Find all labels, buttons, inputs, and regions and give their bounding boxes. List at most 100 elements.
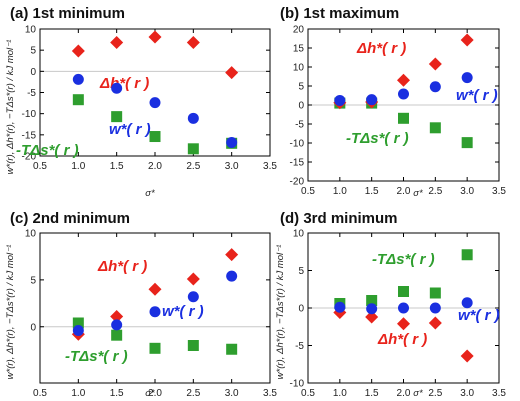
series-label-w: w*( r ) bbox=[162, 303, 204, 320]
y-tick-label: 0 bbox=[298, 101, 304, 112]
y-tick-label: -5 bbox=[295, 341, 304, 352]
series-label-tds: -TΔs*( r ) bbox=[65, 348, 128, 365]
data-point-dh bbox=[397, 317, 410, 331]
panel-a: 0.5 1.0 1.5 2.0 2.5 3.0 3.5 10 5 0 -5 -10 -15 -20 (a)… bbox=[5, 5, 277, 199]
data-point-w bbox=[429, 302, 441, 314]
series-label-w: w*( r ) bbox=[456, 87, 498, 104]
data-point-w bbox=[72, 73, 84, 85]
panel-title: (a) 1st minimum bbox=[10, 5, 125, 22]
data-point-w bbox=[429, 81, 441, 93]
data-point-w bbox=[461, 72, 473, 84]
data-point-w bbox=[72, 325, 84, 336]
x-tick-label: 3.5 bbox=[263, 388, 277, 399]
y-tick-label: -10 bbox=[22, 109, 37, 120]
data-point-tds bbox=[429, 122, 441, 134]
x-tick-label: 1.0 bbox=[71, 161, 85, 172]
plot-area: 0.5 1.0 1.5 2.0 2.5 3.0 3.5 10 5 0 -5 -10 -15 -20 bbox=[22, 25, 278, 173]
data-point-tds bbox=[149, 342, 161, 354]
x-tick-label: 1.5 bbox=[365, 388, 379, 399]
data-point-tds bbox=[72, 317, 84, 329]
series-label-dh: Δh*( r ) bbox=[356, 40, 406, 57]
y-tick-label: -15 bbox=[290, 158, 305, 169]
data-point-dh bbox=[148, 282, 162, 296]
x-tick-label: 1.5 bbox=[110, 161, 124, 172]
data-point-dh bbox=[428, 316, 442, 330]
x-tick-label: 3.0 bbox=[460, 388, 474, 399]
x-tick-label: 2.0 bbox=[397, 388, 411, 399]
y-tick-label: 0 bbox=[30, 322, 36, 333]
panel-title: (b) 1st maximum bbox=[280, 5, 399, 22]
y-axis-label: w*(r), Δh*(r), −TΔs*(r) / kJ mol⁻¹ bbox=[5, 40, 16, 175]
data-point-tds bbox=[226, 343, 238, 355]
x-tick-label: 2.5 bbox=[428, 388, 442, 399]
data-point-dh bbox=[225, 248, 239, 262]
x-tick-label: 0.5 bbox=[301, 388, 315, 399]
data-point-tds bbox=[149, 131, 161, 143]
y-tick-label: 10 bbox=[293, 229, 305, 240]
data-point-dh bbox=[460, 33, 474, 47]
data-point-w bbox=[187, 112, 199, 124]
x-tick-label: 3.0 bbox=[460, 186, 474, 197]
y-tick-label: 15 bbox=[293, 44, 305, 55]
y-tick-label: 5 bbox=[30, 275, 36, 286]
data-point-w bbox=[461, 297, 473, 309]
data-point-w bbox=[149, 306, 161, 318]
data-point-tds bbox=[187, 143, 199, 155]
y-axis-label: w*(r), Δh*(r), −TΔs*(r) / kJ mol⁻¹ bbox=[275, 245, 286, 380]
x-tick-label: 1.5 bbox=[110, 388, 124, 399]
x-tick-label: 3.5 bbox=[263, 161, 277, 172]
data-point-tds bbox=[187, 340, 199, 351]
x-axis-label: σ* bbox=[413, 388, 423, 399]
data-point-w bbox=[111, 82, 123, 94]
x-tick-label: 2.0 bbox=[148, 388, 162, 399]
y-tick-label: -20 bbox=[290, 177, 305, 188]
series-label-tds: -TΔs*( r ) bbox=[372, 251, 435, 268]
y-tick-label: 5 bbox=[298, 82, 304, 93]
data-point-w bbox=[334, 301, 346, 313]
plot-area: 0.5 1.0 1.5 2.0 2.5 3.0 3.5 10 5 0 -5 -10 bbox=[290, 229, 507, 400]
data-point-w bbox=[334, 94, 346, 106]
x-tick-label: 2.5 bbox=[428, 186, 442, 197]
x-tick-label: 1.0 bbox=[71, 388, 85, 399]
data-point-w bbox=[226, 136, 238, 148]
series-label-w: w*( r ) bbox=[458, 307, 500, 324]
panel-b: 0.5 1.0 1.5 2.0 2.5 3.0 3.5 20 15 10 5 0 -5 -10 -15 -20… bbox=[280, 5, 506, 199]
x-tick-label: 2.0 bbox=[148, 161, 162, 172]
data-point-tds bbox=[429, 287, 441, 299]
data-point-w bbox=[398, 302, 409, 314]
y-tick-label: -5 bbox=[295, 120, 304, 131]
x-tick-label: 3.5 bbox=[492, 388, 506, 399]
x-axis-label: σ* bbox=[145, 388, 155, 399]
data-point-dh bbox=[428, 57, 442, 71]
x-tick-label: 2.5 bbox=[186, 161, 200, 172]
data-point-dh bbox=[397, 73, 410, 87]
x-axis-label: σ* bbox=[413, 188, 423, 199]
data-point-tds bbox=[398, 286, 409, 297]
y-tick-label: 10 bbox=[25, 229, 37, 240]
data-point-w bbox=[398, 88, 409, 100]
x-tick-label: 1.0 bbox=[333, 186, 347, 197]
series-label-dh: Δh*( r ) bbox=[97, 258, 147, 275]
x-tick-label: 3.5 bbox=[492, 186, 506, 197]
y-tick-label: 10 bbox=[293, 63, 305, 74]
y-tick-label: 5 bbox=[30, 46, 36, 57]
y-tick-label: -10 bbox=[290, 379, 305, 390]
y-tick-label: -20 bbox=[22, 152, 37, 163]
y-tick-label: 10 bbox=[25, 25, 37, 36]
y-tick-label: -10 bbox=[290, 139, 305, 150]
x-tick-label: 0.5 bbox=[301, 186, 315, 197]
data-point-w bbox=[366, 94, 378, 106]
data-point-tds bbox=[111, 329, 123, 341]
data-point-dh bbox=[365, 310, 379, 324]
data-point-dh bbox=[460, 349, 474, 363]
y-tick-label: 20 bbox=[293, 25, 305, 36]
data-point-dh bbox=[225, 66, 239, 80]
y-tick-label: 0 bbox=[30, 67, 36, 78]
data-point-tds bbox=[366, 295, 378, 306]
data-point-dh bbox=[71, 44, 85, 58]
data-point-w bbox=[187, 291, 199, 303]
data-point-w bbox=[149, 97, 161, 109]
data-point-tds bbox=[461, 249, 473, 261]
data-point-tds bbox=[111, 111, 123, 123]
